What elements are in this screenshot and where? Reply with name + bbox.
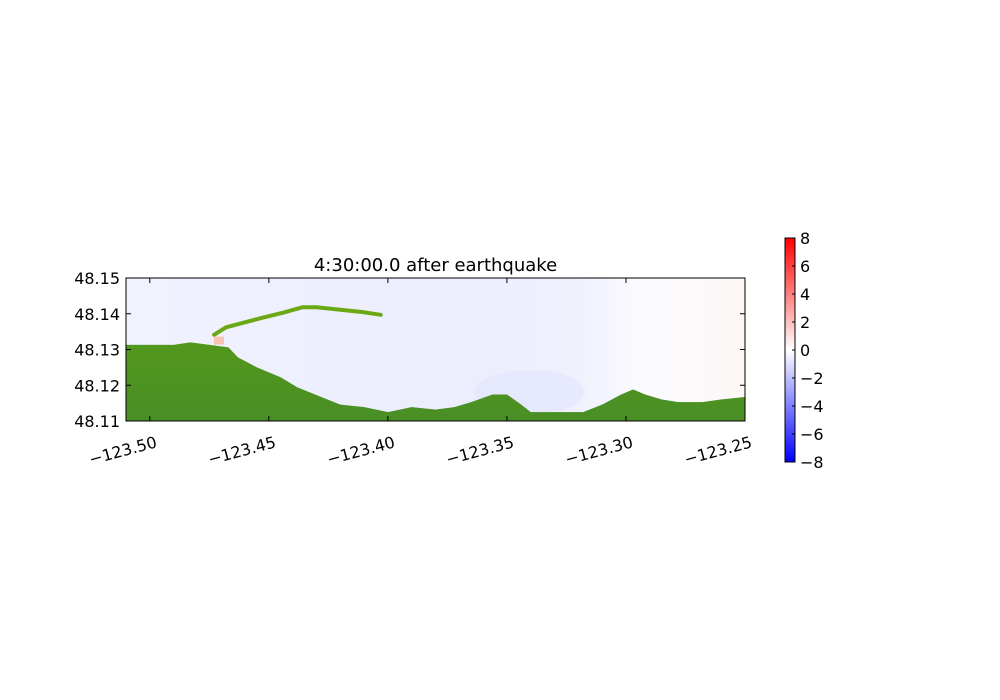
x-tick-label: −123.40 — [325, 433, 397, 469]
y-tick-label: 48.12 — [74, 376, 120, 395]
colorbar-tick-label: 8 — [800, 229, 810, 248]
colorbar-tick-label: 2 — [800, 313, 810, 332]
y-tick-label: 48.13 — [74, 341, 120, 360]
land-dark-region — [126, 342, 745, 421]
colorbar-tick-label: 6 — [800, 257, 810, 276]
colorbar-tick-label: 4 — [800, 285, 810, 304]
colorbar-tick-label: −4 — [800, 397, 824, 416]
y-axis: 48.11 48.12 48.13 48.14 48.15 — [74, 269, 745, 431]
anomaly-patch — [213, 336, 224, 345]
y-tick-label: 48.14 — [74, 305, 120, 324]
x-tick-label: −123.25 — [682, 433, 754, 469]
x-tick-label: −123.45 — [206, 433, 278, 469]
spit-landform — [212, 305, 383, 337]
x-tick-label: −123.35 — [444, 433, 516, 469]
land-region — [126, 342, 745, 421]
x-tick-label: −123.30 — [563, 433, 635, 469]
chart-title: 4:30:00.0 after earthquake — [314, 255, 557, 276]
colorbar-tick-label: 0 — [800, 341, 810, 360]
y-tick-label: 48.15 — [74, 269, 120, 288]
colorbar-tick-label: −6 — [800, 425, 824, 444]
x-tick-label: −123.50 — [87, 433, 159, 469]
colorbar: 8 6 4 2 0 −2 −4 −6 −8 — [784, 229, 824, 472]
y-tick-label: 48.11 — [74, 412, 120, 431]
plot-area — [126, 278, 745, 421]
colorbar-tick-label: −8 — [800, 453, 824, 472]
colorbar-tick-label: −2 — [800, 369, 824, 388]
